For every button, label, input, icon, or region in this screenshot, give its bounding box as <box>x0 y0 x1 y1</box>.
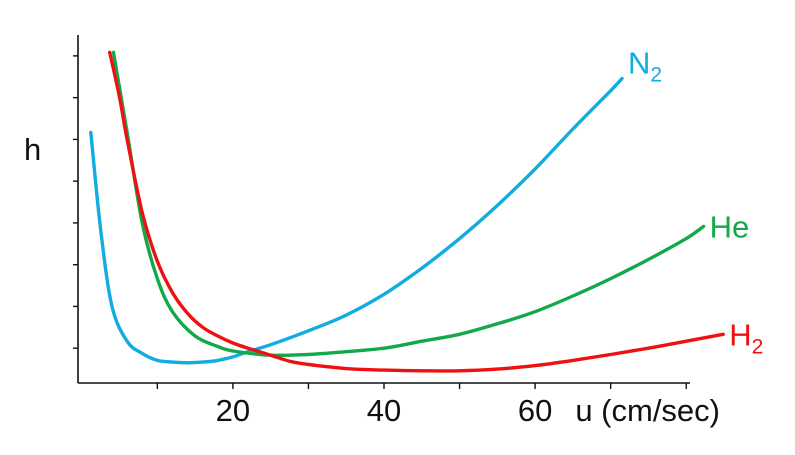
series-label-text: He <box>710 209 750 244</box>
x-axis-title: u (cm/sec) <box>575 393 720 428</box>
series-label-subscript: 2 <box>752 335 764 358</box>
series-label-subscript: 2 <box>650 64 662 87</box>
series-line-he <box>111 50 706 358</box>
series-lines <box>89 50 725 373</box>
x-tick-label: 40 <box>367 393 401 428</box>
x-tick-label: 60 <box>518 393 552 428</box>
series-label-h: H2 <box>729 317 763 358</box>
series-label-n: N2 <box>628 46 662 87</box>
series-label-text: H <box>729 317 751 352</box>
y-axis-title: h <box>24 132 41 167</box>
series-line-h <box>108 50 725 373</box>
axes: 20 40 60 <box>73 35 690 428</box>
series-line-n <box>89 76 624 365</box>
series-label-text: N <box>628 46 650 81</box>
series-label-he: He <box>710 209 750 244</box>
x-tick-label: 20 <box>216 393 250 428</box>
